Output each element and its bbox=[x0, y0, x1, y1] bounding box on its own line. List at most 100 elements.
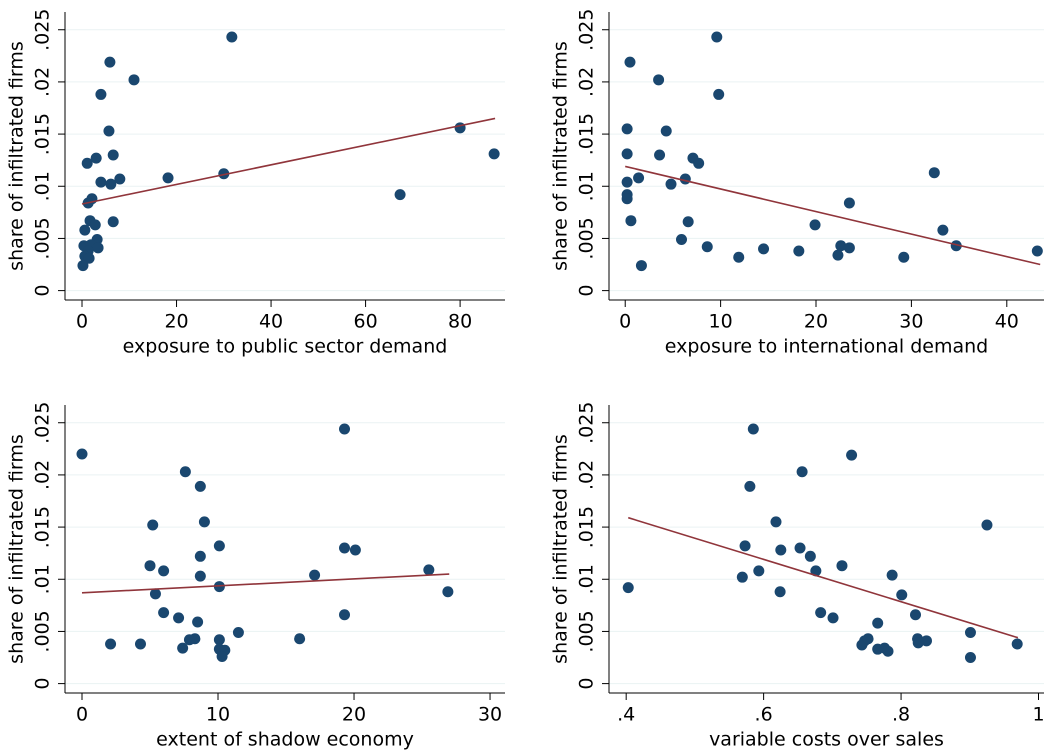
y-tick-label: .025 bbox=[32, 402, 54, 444]
point bbox=[309, 569, 321, 581]
point bbox=[635, 260, 647, 272]
point bbox=[349, 544, 361, 556]
point bbox=[105, 638, 117, 650]
y-tick-label: .02 bbox=[576, 460, 598, 490]
y-tick-label: 0 bbox=[32, 285, 54, 297]
point bbox=[149, 588, 161, 600]
point bbox=[660, 125, 672, 137]
y-tick-label: .015 bbox=[32, 113, 54, 155]
x-tick-label: 0 bbox=[76, 311, 88, 333]
point bbox=[862, 633, 874, 645]
point bbox=[774, 586, 786, 598]
point bbox=[194, 550, 206, 562]
point bbox=[198, 516, 210, 528]
y-tick-label: 0 bbox=[576, 678, 598, 690]
fit-line bbox=[81, 573, 450, 594]
y-tick-label: .01 bbox=[576, 564, 598, 594]
point bbox=[937, 224, 949, 236]
point bbox=[653, 74, 665, 86]
x-tick-label: 40 bbox=[995, 311, 1019, 333]
point bbox=[835, 240, 847, 252]
point bbox=[747, 423, 759, 435]
point bbox=[981, 519, 993, 531]
y-tick-label: 0 bbox=[32, 678, 54, 690]
point bbox=[770, 516, 782, 528]
point bbox=[1011, 638, 1023, 650]
point bbox=[621, 148, 633, 160]
y-tick-label: .01 bbox=[32, 564, 54, 594]
point bbox=[105, 178, 117, 190]
point bbox=[194, 570, 206, 582]
point bbox=[950, 240, 962, 252]
point bbox=[488, 148, 500, 160]
y-tick-label: .025 bbox=[576, 9, 598, 51]
y-tick-label: .005 bbox=[576, 610, 598, 652]
x-axis-label: exposure to public sector demand bbox=[123, 336, 448, 358]
point bbox=[753, 565, 765, 577]
point bbox=[711, 31, 723, 43]
y-axis-label: share of infiltrated firms bbox=[550, 41, 572, 271]
point bbox=[622, 582, 634, 594]
fit-line bbox=[81, 117, 496, 205]
point bbox=[886, 569, 898, 581]
y-tick-label: .015 bbox=[576, 113, 598, 155]
point bbox=[809, 219, 821, 231]
x-tick-label: 40 bbox=[259, 311, 283, 333]
x-tick-label: .6 bbox=[755, 704, 773, 726]
point bbox=[665, 178, 677, 190]
point bbox=[89, 219, 101, 231]
y-tick-label: .025 bbox=[32, 9, 54, 51]
point bbox=[76, 448, 88, 460]
y-tick-label: .01 bbox=[32, 171, 54, 201]
point bbox=[624, 56, 636, 68]
point bbox=[183, 634, 195, 646]
fit-line bbox=[625, 165, 1041, 266]
point bbox=[114, 173, 126, 185]
point bbox=[896, 589, 908, 601]
y-axis-label: share of infiltrated firms bbox=[6, 434, 28, 664]
point bbox=[621, 176, 633, 188]
point bbox=[213, 540, 225, 552]
point bbox=[815, 607, 827, 619]
point bbox=[744, 480, 756, 492]
point bbox=[179, 466, 191, 478]
point bbox=[621, 193, 633, 205]
point bbox=[843, 242, 855, 254]
point bbox=[83, 252, 95, 264]
point bbox=[633, 172, 645, 184]
y-tick-label: .005 bbox=[32, 217, 54, 259]
point bbox=[294, 633, 306, 645]
fit-line bbox=[628, 516, 1019, 639]
point bbox=[654, 149, 666, 161]
point bbox=[173, 612, 185, 624]
point bbox=[103, 125, 115, 137]
x-tick-label: 0 bbox=[619, 311, 631, 333]
point bbox=[77, 260, 89, 272]
point bbox=[162, 172, 174, 184]
y-tick-label: .005 bbox=[32, 610, 54, 652]
x-tick-label: 1 bbox=[1032, 704, 1044, 726]
point bbox=[454, 122, 466, 134]
point bbox=[701, 241, 713, 253]
point bbox=[147, 519, 159, 531]
point bbox=[836, 560, 848, 572]
point bbox=[796, 466, 808, 478]
point bbox=[442, 586, 454, 598]
x-tick-label: 20 bbox=[342, 704, 366, 726]
y-tick-label: .02 bbox=[32, 67, 54, 97]
point bbox=[79, 224, 91, 236]
point bbox=[676, 233, 687, 245]
y-axis-label: share of infiltrated firms bbox=[6, 41, 28, 271]
point bbox=[882, 645, 894, 657]
point bbox=[682, 216, 694, 228]
y-tick-label: 0 bbox=[576, 285, 598, 297]
point bbox=[775, 544, 787, 556]
point bbox=[898, 251, 910, 263]
point bbox=[621, 123, 633, 135]
point bbox=[733, 251, 745, 263]
point bbox=[107, 216, 119, 228]
x-tick-label: .8 bbox=[892, 704, 910, 726]
point bbox=[920, 635, 932, 647]
x-tick-label: 10 bbox=[709, 311, 733, 333]
point bbox=[423, 564, 435, 576]
